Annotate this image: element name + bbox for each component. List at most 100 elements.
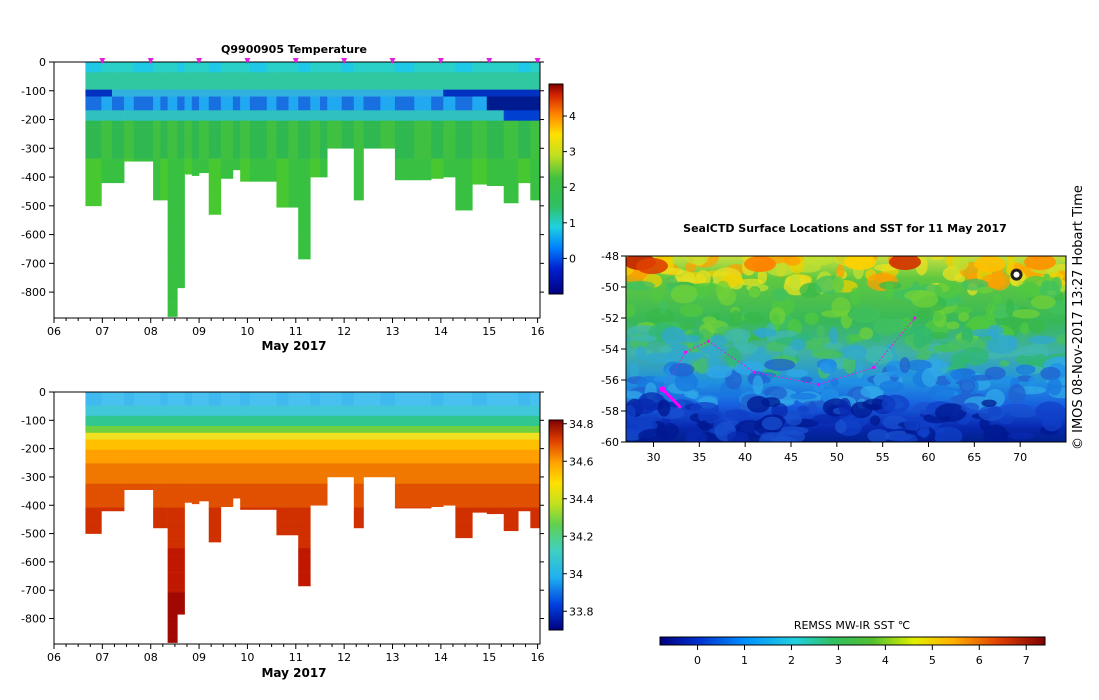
profile-cell [363,113,381,118]
profile-cell [184,473,193,478]
profile-cell [394,490,415,495]
profile-cell [240,449,251,454]
profile-cell [363,124,381,128]
profile-cell [353,436,364,440]
salinity-colorbar [548,419,564,631]
profile-cell [124,449,135,454]
profile-cell [472,405,488,410]
profile-cell [319,500,328,505]
profile-cell [220,175,234,179]
profile-cell [394,179,415,181]
profile-cell [455,459,473,464]
profile-cell [443,456,456,461]
profile-cell [177,408,185,413]
profile-cell [486,148,505,153]
profile-cell [177,262,185,266]
profile-cell [232,493,241,498]
profile-cell [353,103,364,108]
profile-cell [133,442,154,447]
profile-cell [208,412,222,417]
profile-cell [341,412,355,417]
profile-cell [380,459,396,464]
profile-cell [353,165,364,170]
profile-cell [363,432,381,437]
profile-cell [431,466,444,471]
profile-cell [298,165,311,170]
profile-cell [153,103,161,108]
profile-cell [177,79,185,84]
salinity-colorbar-tick-label: 34.2 [569,530,594,543]
profile-cell [310,103,321,108]
profile-cell [232,155,241,159]
profile-cell [208,117,222,121]
profile-cell [310,113,321,118]
profile-cell [220,72,234,77]
profile-cell [124,487,135,490]
profile-cell [518,93,531,97]
profile-cell [394,113,415,118]
profile-cell [472,446,488,451]
profile-cell [101,504,113,508]
profile-cell [298,75,311,80]
profile-cell [133,398,154,403]
profile-cell [443,497,456,502]
profile-cell [177,231,185,235]
profile-cell [220,162,234,166]
profile-cell [160,137,168,142]
profile-cell [153,432,161,437]
profile-cell [208,186,222,191]
profile-cell [530,429,541,434]
profile-cell [232,124,241,128]
profile-cell [486,179,505,184]
profile-cell [431,497,444,502]
profile-cell [341,432,355,437]
profile-cell [208,504,222,508]
profile-cell [503,480,519,485]
profile-cell [191,131,200,135]
profile-cell [353,86,364,90]
profile-cell [191,165,200,170]
profile-cell [455,117,473,121]
profile-cell [298,527,311,532]
profile-cell [310,493,321,498]
temperature-xtick-label: 11 [289,325,303,338]
profile-cell [101,449,113,454]
profile-cell [184,131,193,135]
sst-xtick-label: 30 [647,451,661,464]
profile-cell [288,175,299,180]
profile-cell [380,402,396,406]
profile-cell [486,459,505,464]
profile-cell [177,589,185,593]
profile-cell [310,466,321,471]
profile-cell [394,436,415,440]
profile-cell [249,65,268,70]
profile-cell [266,408,277,413]
profile-cell [327,86,343,90]
profile-cell [232,419,241,423]
profile-cell [177,144,185,149]
profile-cell [353,392,364,396]
profile-cell [518,72,531,77]
profile-cell [191,68,200,73]
profile-cell [276,476,289,481]
profile-cell [191,162,200,166]
profile-cell [133,483,154,488]
profile-cell [249,120,268,125]
profile-cell [153,151,161,156]
profile-cell [101,117,113,121]
profile-cell [85,89,102,94]
profile-cell [160,459,168,464]
profile-cell [232,398,241,403]
profile-cell [191,463,200,468]
profile-cell [443,120,456,125]
profile-cell [167,463,178,468]
profile-cell [112,155,125,159]
profile-cell [240,89,251,94]
profile-cell [455,527,473,532]
profile-cell [191,459,200,464]
profile-cell [518,405,531,410]
profile-cell [394,131,415,135]
profile-cell [431,93,444,97]
profile-cell [266,75,277,80]
profile-cell [503,99,519,104]
